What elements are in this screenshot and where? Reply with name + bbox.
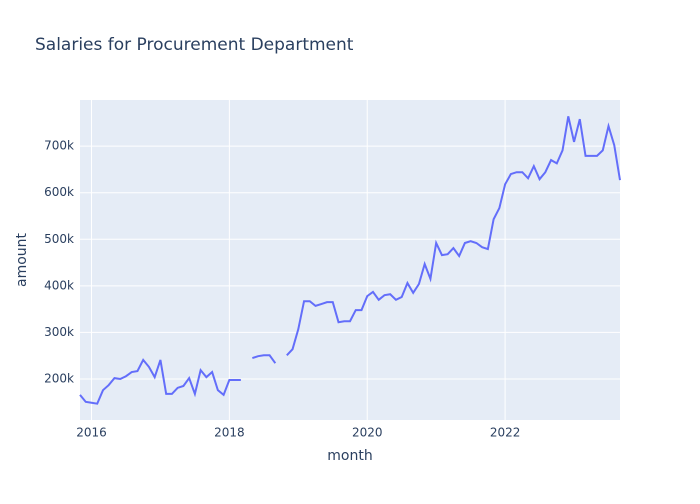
y-tick-label: 600k xyxy=(44,185,74,199)
chart-title: Salaries for Procurement Department xyxy=(35,35,354,55)
y-tick-label: 700k xyxy=(44,139,74,153)
y-tick-label: 400k xyxy=(44,278,74,292)
y-tick-label: 500k xyxy=(44,232,74,246)
line xyxy=(252,354,277,364)
line xyxy=(79,358,241,405)
x-tick-label: 2022 xyxy=(490,426,521,440)
line xyxy=(286,116,621,356)
x-axis-title: month xyxy=(327,448,372,464)
y-axis-title: amount xyxy=(14,232,30,287)
x-tick-label: 2018 xyxy=(214,426,245,440)
x-tick-label: 2016 xyxy=(76,426,107,440)
y-tick-label: 300k xyxy=(44,325,74,339)
plot-area xyxy=(80,100,620,420)
y-tick-label: 200k xyxy=(44,372,74,386)
x-tick-label: 2020 xyxy=(352,426,383,440)
